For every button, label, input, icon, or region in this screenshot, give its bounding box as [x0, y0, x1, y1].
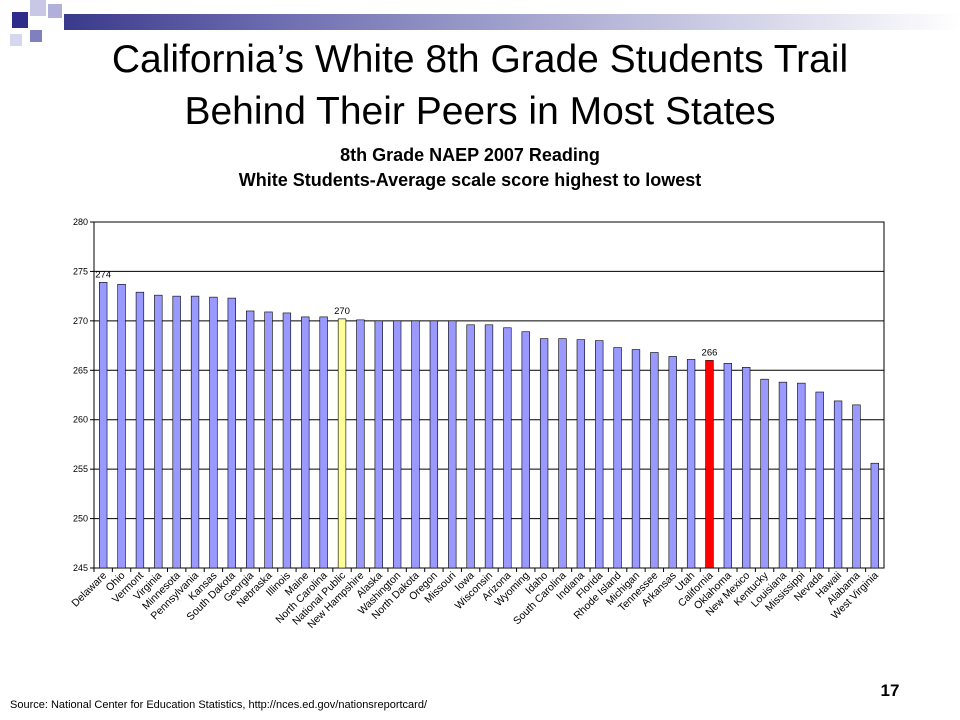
slide-title-line-1: California’s White 8th Grade Students Tr… [111, 38, 849, 81]
bar-alaska [374, 320, 383, 569]
square-mid [30, 30, 42, 42]
bar-chart: 245250255260265270275280DelawareOhioVerm… [69, 217, 885, 631]
bar-illinois [282, 312, 292, 569]
bar-new-mexico [742, 367, 751, 569]
bar-alabama [852, 404, 861, 569]
square-pale [10, 34, 22, 46]
page-number: 17 [880, 681, 900, 700]
y-tick-label: 255 [73, 464, 88, 474]
decorative-squares [10, 0, 62, 46]
y-tick-label: 245 [73, 563, 88, 573]
bar-south-dakota [227, 297, 236, 569]
bar-virginia [154, 294, 163, 569]
bar-vermont [135, 291, 145, 569]
bar-north-dakota [411, 320, 420, 569]
y-tick-label: 280 [73, 217, 88, 227]
bar-wisconsin [484, 324, 494, 569]
bar-oregon [429, 320, 439, 569]
bar-new-hampshire [356, 319, 365, 569]
chart-subtitle: White Students-Average scale score highe… [238, 170, 702, 190]
bar-california [705, 360, 714, 569]
bar-mississippi [797, 382, 806, 569]
bar-wyoming [521, 331, 530, 569]
bar-utah [686, 359, 696, 569]
bar-idaho [539, 338, 549, 569]
slide-title-line-2: Behind Their Peers in Most States [184, 90, 776, 133]
bar-rhode-island [613, 347, 622, 569]
bar-georgia [246, 310, 255, 569]
bar-kansas [209, 296, 218, 569]
bar-washington [392, 320, 402, 569]
bar-south-carolina [558, 338, 567, 569]
chart-heading: 8th Grade NAEP 2007 Reading White Studen… [0, 143, 940, 193]
bar-hawaii [833, 400, 843, 569]
header-gradient-bar [64, 14, 960, 30]
square-light-right [48, 4, 62, 18]
bar-nevada [815, 391, 824, 569]
data-label: 274 [95, 269, 111, 280]
bar-ohio [117, 283, 126, 569]
chart-title: 8th Grade NAEP 2007 Reading [340, 145, 600, 165]
bar-north-carolina [319, 316, 328, 569]
bar-oklahoma [723, 363, 732, 569]
slide-title: California’s White 8th Grade Students Tr… [40, 34, 920, 138]
data-label: 270 [334, 306, 350, 317]
y-tick-label: 265 [73, 365, 88, 375]
bar-maine [301, 316, 310, 569]
bar-tennessee [650, 352, 659, 569]
y-tick-label: 270 [73, 316, 88, 326]
bar-louisiana [778, 381, 788, 569]
bar-pennsylvania [190, 295, 200, 569]
bar-iowa [466, 324, 475, 569]
data-label: 266 [702, 347, 718, 358]
bar-indiana [576, 339, 586, 569]
bar-arizona [503, 327, 512, 569]
square-dark-top-left [12, 12, 28, 28]
y-tick-label: 260 [73, 415, 88, 425]
y-tick-label: 275 [73, 266, 88, 276]
bar-minnesota [172, 295, 181, 569]
bar-michigan [631, 349, 641, 569]
bar-arkansas [668, 356, 677, 569]
bar-delaware [99, 282, 108, 569]
y-tick-label: 250 [73, 514, 88, 524]
bar-nebraska [264, 311, 273, 569]
bar-florida [595, 340, 604, 569]
bar-missouri [448, 320, 457, 569]
bar-west-virginia [870, 462, 879, 569]
square-light [30, 0, 46, 16]
bar-kentucky [760, 378, 769, 569]
source-note: Source: National Center for Education St… [10, 699, 428, 711]
x-tick-label: Delaware [69, 570, 109, 610]
bar-national-public [337, 318, 347, 569]
